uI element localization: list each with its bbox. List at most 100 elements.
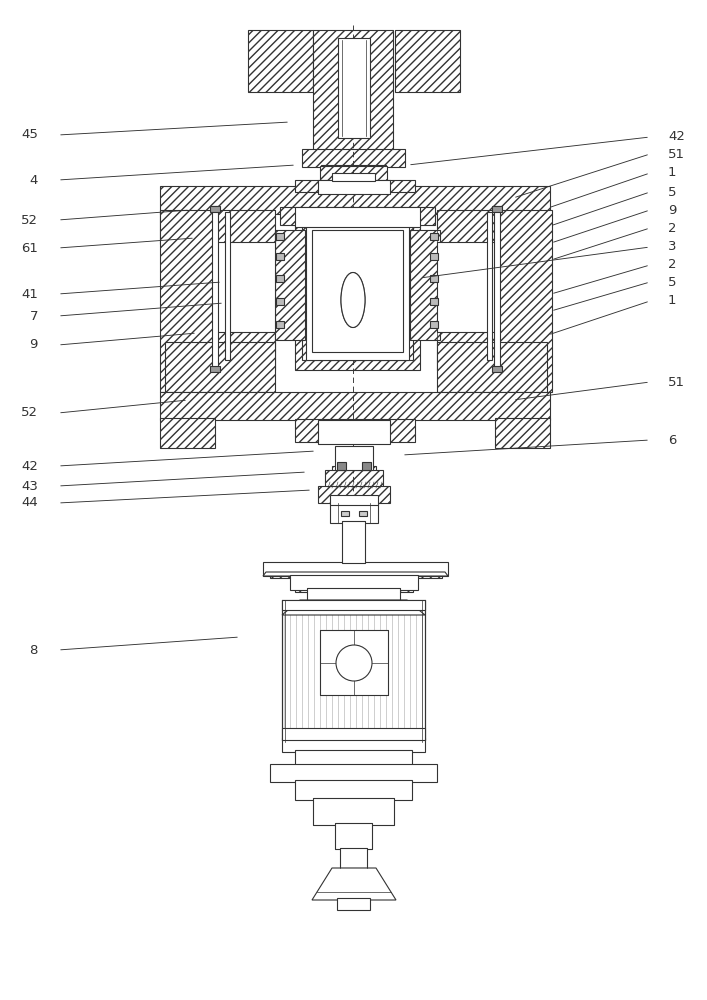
Text: 3: 3: [668, 240, 677, 253]
Bar: [430, 253, 438, 260]
Bar: [437, 210, 497, 370]
Bar: [295, 419, 415, 442]
Text: 51: 51: [668, 147, 685, 160]
Bar: [335, 823, 372, 849]
Bar: [410, 230, 440, 340]
Bar: [317, 800, 390, 823]
Text: 9: 9: [668, 204, 677, 217]
Ellipse shape: [341, 272, 365, 328]
Text: 52: 52: [21, 214, 38, 227]
Polygon shape: [312, 868, 396, 900]
Bar: [282, 600, 425, 610]
Bar: [295, 750, 412, 765]
Bar: [330, 495, 378, 505]
Text: 2: 2: [668, 222, 677, 234]
Text: 42: 42: [21, 460, 38, 473]
Bar: [437, 342, 547, 392]
Bar: [495, 212, 550, 244]
Bar: [338, 38, 370, 138]
Text: 5: 5: [668, 186, 677, 198]
Text: 2: 2: [668, 258, 677, 271]
Bar: [340, 848, 367, 868]
Text: 42: 42: [668, 130, 685, 143]
Bar: [160, 212, 215, 244]
Bar: [312, 230, 403, 352]
Bar: [492, 366, 502, 372]
Bar: [313, 798, 394, 825]
Bar: [276, 233, 284, 240]
Bar: [302, 149, 405, 167]
Bar: [210, 206, 220, 212]
Text: 43: 43: [21, 480, 38, 492]
Bar: [318, 486, 390, 503]
Bar: [306, 223, 409, 360]
Bar: [280, 207, 435, 225]
Bar: [320, 166, 387, 180]
Bar: [487, 212, 492, 360]
Bar: [274, 766, 434, 780]
Bar: [325, 470, 383, 488]
Bar: [275, 230, 305, 340]
Bar: [160, 186, 550, 214]
Bar: [321, 165, 386, 180]
Text: 9: 9: [30, 338, 38, 352]
Text: 52: 52: [21, 406, 38, 420]
Bar: [276, 321, 284, 328]
Bar: [270, 572, 442, 578]
Circle shape: [336, 645, 372, 681]
Text: 1: 1: [668, 294, 677, 308]
Bar: [276, 275, 284, 282]
Bar: [290, 575, 418, 590]
Bar: [497, 210, 552, 392]
Bar: [160, 210, 215, 392]
Bar: [225, 212, 230, 360]
Bar: [430, 298, 438, 305]
Bar: [332, 173, 375, 181]
Bar: [276, 298, 284, 305]
Text: 5: 5: [668, 275, 677, 288]
Polygon shape: [263, 572, 448, 576]
Bar: [165, 342, 275, 392]
Bar: [263, 562, 448, 576]
Bar: [299, 752, 408, 763]
Bar: [430, 321, 438, 328]
Bar: [295, 780, 412, 800]
Bar: [160, 392, 550, 420]
Bar: [359, 511, 367, 516]
Text: 1: 1: [668, 166, 677, 180]
Bar: [437, 242, 497, 332]
Bar: [338, 825, 369, 847]
Text: 4: 4: [30, 174, 38, 186]
Bar: [313, 30, 393, 152]
Bar: [320, 630, 388, 695]
Bar: [282, 600, 425, 740]
Bar: [335, 446, 373, 470]
Bar: [212, 206, 218, 368]
Bar: [295, 215, 420, 370]
Bar: [282, 738, 425, 752]
Bar: [276, 253, 284, 260]
Bar: [318, 420, 390, 444]
Ellipse shape: [341, 272, 365, 328]
Text: 6: 6: [668, 434, 677, 446]
Bar: [215, 210, 275, 370]
Text: 7: 7: [30, 310, 38, 322]
Bar: [210, 366, 220, 372]
Bar: [295, 582, 413, 592]
Text: 61: 61: [21, 241, 38, 254]
Bar: [330, 503, 378, 523]
Bar: [302, 222, 413, 360]
Bar: [248, 30, 313, 92]
Text: 51: 51: [668, 375, 685, 388]
Bar: [430, 233, 438, 240]
Bar: [160, 418, 215, 448]
Bar: [395, 30, 460, 92]
Bar: [299, 782, 408, 798]
Bar: [362, 462, 371, 470]
Bar: [337, 462, 346, 470]
Bar: [492, 206, 502, 212]
Bar: [494, 206, 500, 368]
Bar: [295, 180, 415, 192]
Text: 44: 44: [21, 496, 38, 510]
Bar: [215, 242, 275, 332]
